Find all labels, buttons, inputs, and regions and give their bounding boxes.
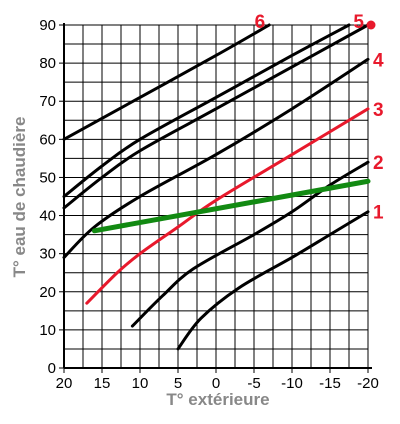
x-tick-label: -15 bbox=[319, 375, 341, 392]
curve-unlabeled bbox=[62, 23, 351, 198]
chart-curve-labels: 1 2 3 45 6 bbox=[255, 12, 384, 224]
x-tick-label: -20 bbox=[357, 375, 379, 392]
curve-2 bbox=[130, 160, 370, 328]
y-axis-title: T° eau de chaudière bbox=[10, 117, 29, 278]
y-tick-label: 0 bbox=[48, 360, 56, 377]
y-tick-label: 80 bbox=[39, 55, 56, 72]
curve-endpoint-marker bbox=[366, 20, 376, 30]
y-tick-label: 40 bbox=[39, 208, 56, 225]
curve-label-3: 3 bbox=[373, 100, 384, 121]
curve-3 bbox=[85, 107, 370, 305]
x-tick-label: 15 bbox=[94, 375, 111, 392]
curve-label-4: 4 bbox=[373, 50, 384, 71]
y-tick-label: 50 bbox=[39, 169, 56, 186]
curve-label-2: 2 bbox=[373, 153, 384, 174]
y-tick-label: 60 bbox=[39, 131, 56, 148]
curve-label-5: 5 bbox=[353, 12, 364, 33]
y-tick-label: 10 bbox=[39, 322, 56, 339]
x-axis-title: T° extérieure bbox=[166, 390, 269, 409]
x-tick-label: 5 bbox=[174, 375, 182, 392]
y-tick-label: 30 bbox=[39, 246, 56, 263]
x-tick-label: 0 bbox=[212, 375, 220, 392]
chart-grid bbox=[63, 24, 369, 369]
y-tick-label: 70 bbox=[39, 93, 56, 110]
curve-5 bbox=[62, 23, 370, 210]
curve-6 bbox=[62, 23, 271, 141]
x-tick-label: -10 bbox=[281, 375, 303, 392]
chart-series bbox=[62, 23, 371, 351]
curve-1 bbox=[176, 210, 370, 351]
curve-label-6: 6 bbox=[255, 12, 266, 33]
curve-label-1: 1 bbox=[373, 203, 384, 224]
x-tick-label: 20 bbox=[56, 375, 73, 392]
x-tick-label: -5 bbox=[247, 375, 260, 392]
x-tick-label: 10 bbox=[132, 375, 149, 392]
y-tick-label: 20 bbox=[39, 284, 56, 301]
curve-4 bbox=[62, 57, 370, 259]
y-tick-label: 90 bbox=[39, 17, 56, 34]
curve-green bbox=[91, 178, 371, 234]
